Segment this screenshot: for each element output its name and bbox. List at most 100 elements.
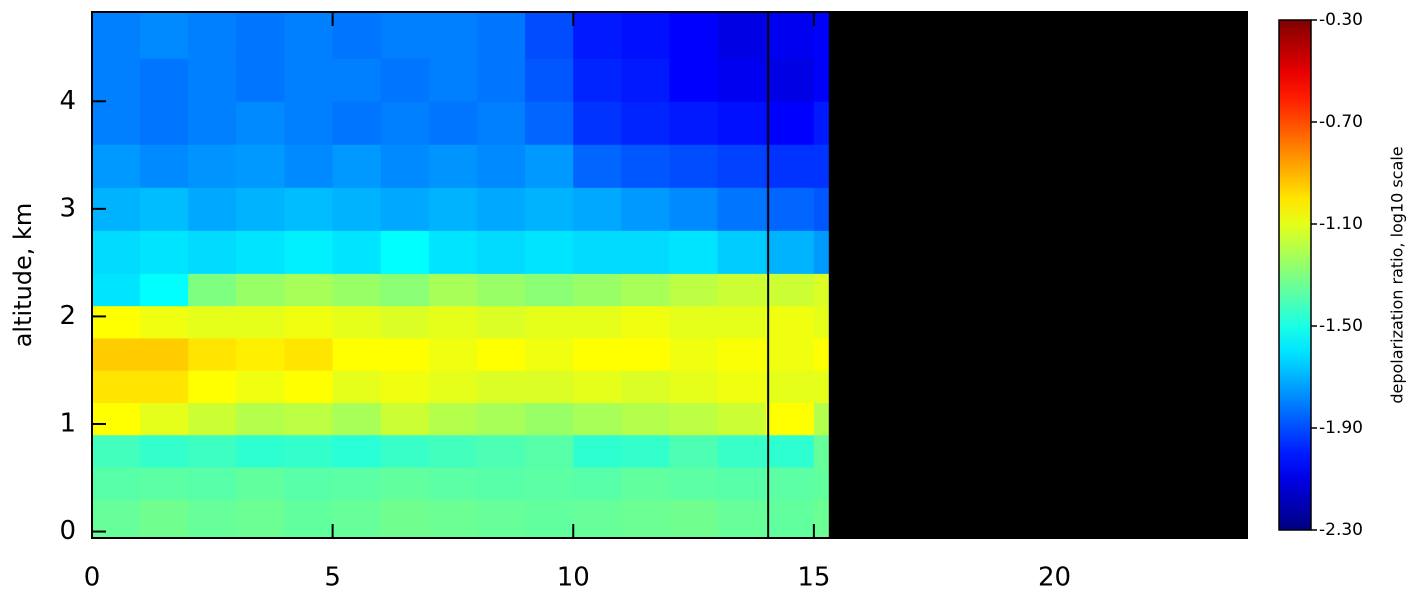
heatmap-cell xyxy=(813,187,829,231)
x-tick-label: 15 xyxy=(797,563,830,593)
heatmap-cell xyxy=(188,187,237,231)
heatmap-cell xyxy=(717,187,767,231)
heatmap-cell xyxy=(477,144,526,188)
heatmap-cell xyxy=(669,187,719,231)
heatmap-cell xyxy=(525,370,574,403)
heatmap-cell xyxy=(236,273,285,307)
heatmap-cell xyxy=(332,305,382,339)
heatmap-cell xyxy=(140,434,189,468)
heatmap-cell xyxy=(428,305,478,339)
heatmap-cell xyxy=(236,12,285,59)
heatmap-cell xyxy=(92,58,141,102)
heatmap-cell xyxy=(477,58,526,102)
heatmap-cell xyxy=(236,230,285,274)
heatmap-cell xyxy=(717,273,767,307)
heatmap-cell xyxy=(525,402,574,436)
heatmap-cell xyxy=(669,370,719,403)
heatmap-cell xyxy=(428,58,478,102)
heatmap-cell xyxy=(188,434,237,468)
heatmap-cell xyxy=(477,101,526,145)
y-tick-label: 1 xyxy=(59,408,76,438)
heatmap-cell xyxy=(380,12,430,59)
x-tick-label: 20 xyxy=(1038,563,1071,593)
heatmap-cell xyxy=(188,370,237,403)
heatmap-cell xyxy=(140,101,189,145)
heatmap-cell xyxy=(525,230,574,274)
heatmap-cell xyxy=(477,434,526,468)
heatmap-cell xyxy=(332,370,382,403)
heatmap-cell xyxy=(380,499,430,539)
heatmap-cell xyxy=(717,434,767,468)
y-tick-label: 4 xyxy=(59,86,76,116)
heatmap-cell xyxy=(765,499,815,539)
heatmap-cell xyxy=(573,467,622,500)
heatmap-cell xyxy=(621,230,670,274)
heatmap-cell xyxy=(765,273,815,307)
heatmap-cell xyxy=(284,370,334,403)
heatmap-cell xyxy=(525,434,574,468)
heatmap-cell xyxy=(92,230,141,274)
heatmap-cell xyxy=(140,402,189,436)
heatmap-cell xyxy=(92,402,141,436)
x-tick-label: 0 xyxy=(84,563,101,593)
heatmap-cell xyxy=(284,499,334,539)
heatmap-cell xyxy=(669,144,719,188)
heatmap-cell xyxy=(428,467,478,500)
heatmap-cell xyxy=(621,467,670,500)
heatmap-cell xyxy=(765,230,815,274)
heatmap-cell xyxy=(669,58,719,102)
heatmap-cell xyxy=(332,337,382,371)
heatmap-cell xyxy=(765,370,815,403)
heatmap-cell xyxy=(669,337,719,371)
heatmap-cell xyxy=(284,467,334,500)
heatmap-cell xyxy=(765,467,815,500)
heatmap-cell xyxy=(717,402,767,436)
heatmap-cell xyxy=(284,434,334,468)
colorbar-tick-label: -1.10 xyxy=(1319,214,1363,234)
heatmap-cell xyxy=(140,58,189,102)
heatmap-cell xyxy=(428,101,478,145)
heatmap-cell xyxy=(765,144,815,188)
heatmap-cell xyxy=(621,370,670,403)
heatmap-cell xyxy=(140,273,189,307)
heatmap-cell xyxy=(717,230,767,274)
colorbar-label: depolarization ratio, log10 scale xyxy=(1388,146,1407,403)
heatmap-cell xyxy=(284,402,334,436)
heatmap-cell xyxy=(669,402,719,436)
heatmap-cell xyxy=(236,337,285,371)
heatmap-cell xyxy=(573,305,622,339)
heatmap-cell xyxy=(765,101,815,145)
heatmap-cell xyxy=(188,273,237,307)
heatmap-cell xyxy=(188,467,237,500)
heatmap-cell xyxy=(525,187,574,231)
heatmap-cell xyxy=(92,144,141,188)
heatmap-cell xyxy=(525,58,574,102)
y-tick-label: 3 xyxy=(59,193,76,223)
heatmap-cell xyxy=(813,144,829,188)
heatmap-cell xyxy=(525,144,574,188)
heatmap-cell xyxy=(573,58,622,102)
heatmap-cell xyxy=(621,434,670,468)
heatmap-cell xyxy=(380,144,430,188)
heatmap-cell xyxy=(92,434,141,468)
heatmap-cell xyxy=(236,58,285,102)
heatmap-cell xyxy=(284,58,334,102)
heatmap-cell xyxy=(717,467,767,500)
heatmap-cell xyxy=(573,273,622,307)
heatmap-cell xyxy=(573,434,622,468)
heatmap-cell xyxy=(669,305,719,339)
heatmap-cell xyxy=(380,230,430,274)
heatmap-cell xyxy=(332,144,382,188)
heatmap-cell xyxy=(188,402,237,436)
heatmap-cell xyxy=(477,337,526,371)
heatmap-cell xyxy=(525,12,574,59)
heatmap-cell xyxy=(236,101,285,145)
heatmap-cell xyxy=(813,12,829,59)
heatmap-cell xyxy=(525,467,574,500)
heatmap-cell xyxy=(477,12,526,59)
heatmap-cell xyxy=(188,230,237,274)
heatmap-cell xyxy=(717,12,767,59)
heatmap-cell xyxy=(92,273,141,307)
heatmap-cell xyxy=(332,230,382,274)
